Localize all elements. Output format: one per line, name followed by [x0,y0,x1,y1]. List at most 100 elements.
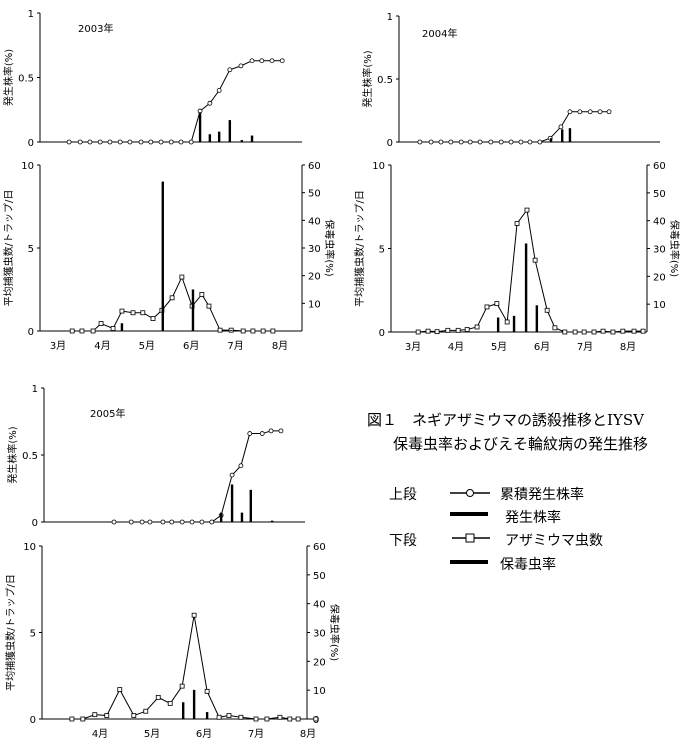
data-point [494,301,500,307]
y-axis-title: 平均捕獲虫数/トラップ/日 [2,190,15,307]
y2-tick-label: 30 [308,244,321,255]
data-point [238,463,244,469]
data-point [417,139,423,145]
data-point [238,63,244,69]
data-point [131,713,137,718]
data-point [591,329,597,335]
y-tick-label: 5 [30,629,36,640]
data-point [537,139,543,145]
data-point [259,58,265,64]
x-tick-label: 4月 [92,728,108,740]
data-point [66,139,72,145]
y2-tick-label: 30 [653,245,666,256]
data-point [606,109,612,115]
y-axis-title: 平均捕獲虫数/トラップ/日 [353,190,366,307]
data-point [640,328,646,334]
legend-viruliferous-rate: 保毒虫率 [500,557,556,573]
data-point [264,716,270,722]
data-point [558,124,564,130]
year-label: 2005年 [90,407,125,420]
bar [250,135,254,142]
x-tick-label: 6月 [534,341,550,353]
caption-line-2: 保毒虫率およびえそ輪紋病の発生推移 [393,435,649,453]
data-point [631,328,637,334]
y-tick-label: 0 [28,138,34,149]
bar [568,128,572,142]
data-point [69,328,75,334]
bar [549,138,553,142]
y2-axis-title: 保毒虫率(%) [328,604,341,661]
y2-tick-label: 40 [313,600,326,611]
data-point [204,688,210,694]
y2-tick-label: 10 [308,299,321,310]
bar [512,315,516,332]
data-point [498,139,504,145]
data-point [259,431,265,436]
legend-incidence-rate: 発生株率 [505,510,561,526]
data-point [508,139,514,145]
x-tick-label: 8月 [272,340,288,352]
data-point [428,139,434,145]
bar [191,289,195,331]
data-point [104,713,110,718]
y-tick-label: 5 [379,245,385,256]
bar [198,112,202,142]
data-point [227,67,233,73]
data-point [226,713,232,718]
legend-upper-label: 上段 [389,487,417,503]
x-tick-label: 5月 [144,728,160,740]
legend-line-square-icon [452,533,490,543]
data-point [504,319,510,325]
data-point [278,428,284,434]
data-point [562,329,568,335]
y2-axis-title: 保毒虫率(%) [668,220,681,277]
y-tick-label: 1 [32,384,38,395]
y-axis-title: 発生株率(%) [6,426,19,483]
bar [217,131,221,142]
data-point [610,329,616,335]
data-point [111,519,117,525]
data-point [527,139,533,145]
data-point [169,519,175,525]
data-point [207,100,213,106]
data-point [597,109,603,115]
data-point [524,207,530,213]
data-point [110,326,116,331]
series-line [114,430,281,523]
y2-tick-label: 60 [313,542,326,553]
x-tick-label: 7月 [248,728,264,740]
data-point [179,519,185,525]
x-tick-label: 4月 [448,341,464,353]
data-point [474,324,480,330]
y2-tick-label: 20 [653,272,666,283]
data-point [572,329,578,335]
data-point [279,58,285,64]
data-point [148,139,154,145]
bar [229,330,233,331]
bar [535,305,539,332]
legend-thrips-count: アザミウマ虫数 [505,533,603,549]
data-point [117,687,123,692]
data-point [140,310,146,316]
data-point [143,708,149,714]
data-point [178,139,184,145]
data-point [434,329,440,335]
legend-line-circle-icon [450,489,490,497]
data-point [581,329,587,335]
x-tick-label: 3月 [50,340,66,352]
series-line [419,111,610,143]
x-tick-label: 5月 [139,340,155,352]
data-point [77,139,83,145]
data-point [168,139,174,145]
data-point [415,329,421,335]
data-point [167,701,173,706]
data-point [138,139,144,145]
data-point [269,58,275,64]
legend-bar-icon [450,560,488,564]
y-tick-label: 1 [387,12,393,23]
bar [561,129,564,142]
y2-tick-label: 50 [308,189,321,200]
data-point [150,316,156,321]
data-point [160,519,166,525]
